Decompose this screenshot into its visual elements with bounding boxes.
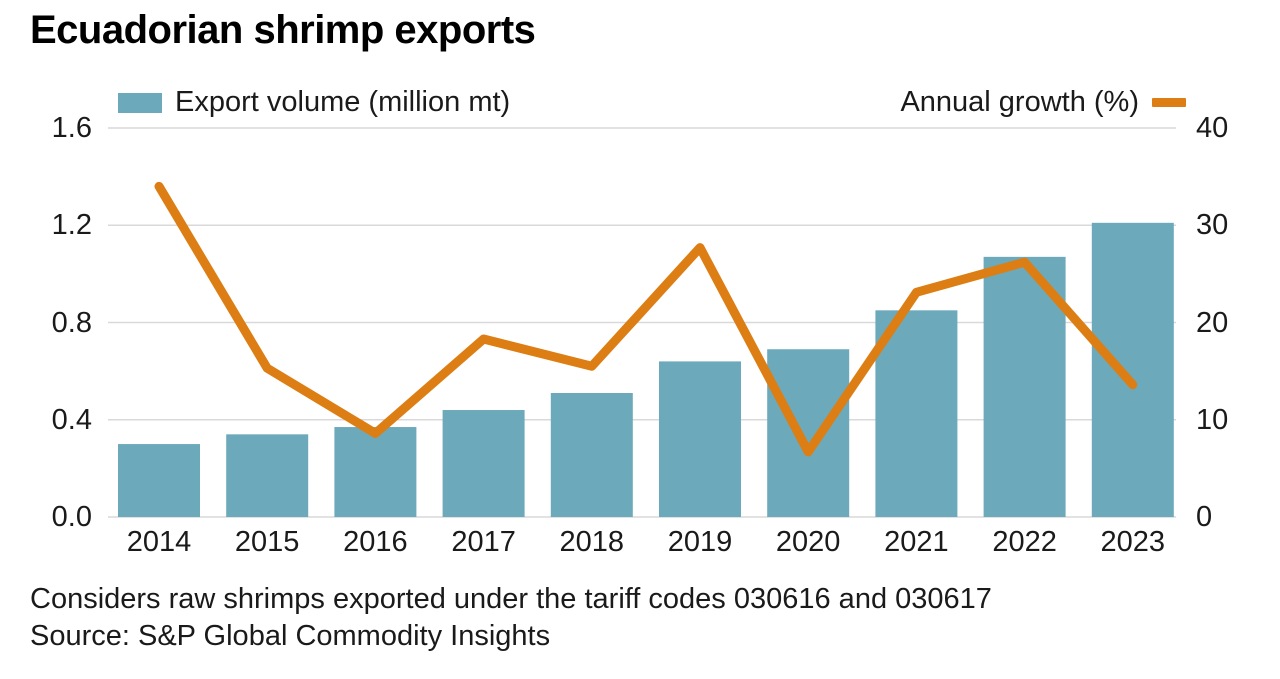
volume-legend-label: Export volume (million mt) <box>175 86 511 118</box>
plot-area <box>108 127 1176 518</box>
volume-bar <box>983 256 1066 517</box>
source-text: Source: S&P Global Commodity Insights <box>30 620 551 652</box>
x-axis-tick: 2022 <box>992 526 1057 558</box>
volume-bar <box>334 427 417 517</box>
y-axis-right-tick: 20 <box>1196 306 1229 339</box>
x-axis-tick: 2018 <box>559 526 625 558</box>
y-axis-right-tick: 10 <box>1196 403 1229 436</box>
x-axis-tick: 2021 <box>884 526 949 558</box>
growth-line <box>154 181 1138 457</box>
y-axis-right-tick: 0 <box>1196 501 1213 533</box>
chart-title: Ecuadorian shrimp exports <box>30 8 536 52</box>
x-axis-tick: 2020 <box>775 526 841 558</box>
volume-legend-swatch-icon <box>118 92 162 113</box>
volume-bar <box>442 410 525 517</box>
volume-bar <box>550 393 633 517</box>
x-axis-tick: 2019 <box>667 526 733 558</box>
x-axis-tick: 2017 <box>451 526 516 558</box>
volume-bar <box>659 361 741 517</box>
legend-volume: Export volume (million mt) <box>118 86 510 119</box>
x-axis-tick: 2023 <box>1100 526 1166 558</box>
x-axis-tick: 2016 <box>343 526 408 558</box>
footnote-text: Considers raw shrimps exported under the… <box>30 583 992 615</box>
y-axis-left-tick: 1.2 <box>51 209 92 242</box>
volume-bar <box>226 434 309 517</box>
y-axis-right-tick: 30 <box>1196 209 1229 242</box>
y-axis-left-tick: 0.8 <box>51 306 92 339</box>
growth-legend-label: Annual growth (%) <box>900 86 1139 118</box>
volume-bar <box>118 444 200 517</box>
y-axis-left-tick: 0.4 <box>51 403 92 436</box>
legend-growth: Annual growth (%) <box>900 86 1186 119</box>
volume-bar <box>767 349 850 517</box>
x-axis-tick: 2015 <box>234 526 300 558</box>
growth-legend-swatch-icon <box>1152 98 1186 107</box>
y-axis-right-tick: 40 <box>1196 112 1229 144</box>
volume-bar <box>875 310 958 517</box>
volume-bar <box>1091 222 1174 517</box>
footnote-block: Considers raw shrimps exported under the… <box>30 581 992 655</box>
y-axis-left-tick: 1.6 <box>51 112 92 144</box>
y-axis-left-tick: 0.0 <box>51 501 92 533</box>
x-axis-tick: 2014 <box>126 526 192 558</box>
